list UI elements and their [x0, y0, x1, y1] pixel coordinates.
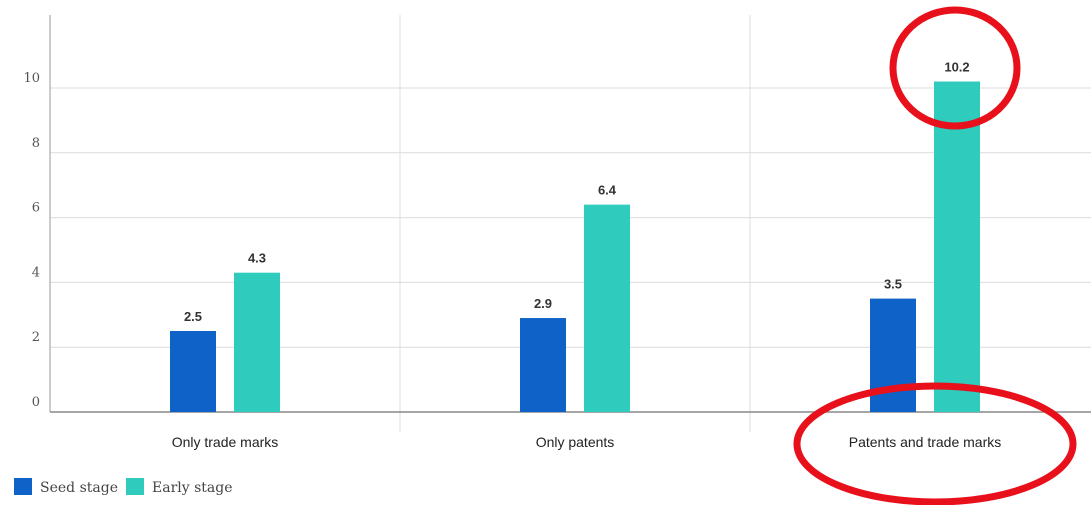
legend: Seed stage Early stage [14, 478, 233, 496]
category-label-2: Only patents [536, 434, 615, 450]
y-tick-0: 0 [32, 395, 40, 410]
y-tick-6: 6 [32, 201, 40, 216]
y-tick-10: 10 [23, 71, 40, 86]
axes [49, 15, 1091, 413]
annotation-circle-1 [889, 6, 1021, 130]
bar-early-stage-2 [584, 204, 630, 412]
bar-early-stage-1 [234, 272, 280, 412]
bars [170, 81, 980, 413]
y-tick-labels: 0 2 4 6 8 10 [23, 71, 40, 410]
annotation-circle-2 [793, 382, 1077, 505]
data-label-early-stage-2: 6.4 [598, 183, 617, 198]
legend-swatch-2 [126, 478, 144, 495]
data-label-early-stage-3: 10.2 [944, 60, 969, 75]
data-labels: 2.5 2.9 3.5 4.3 6.4 10.2 [184, 60, 970, 324]
legend-label-2: Early stage [152, 480, 233, 496]
gridlines [50, 15, 1091, 432]
bar-seed-stage-1 [170, 331, 216, 412]
data-label-early-stage-1: 4.3 [248, 251, 266, 266]
category-labels: Only trade marks Only patents Patents and … [172, 434, 1002, 450]
legend-label-1: Seed stage [40, 480, 118, 496]
annotations [793, 6, 1077, 505]
y-tick-4: 4 [32, 265, 40, 280]
bar-seed-stage-2 [520, 318, 566, 412]
data-label-seed-stage-2: 2.9 [534, 296, 552, 311]
data-label-seed-stage-1: 2.5 [184, 309, 202, 324]
category-label-1: Only trade marks [172, 434, 279, 450]
data-label-seed-stage-3: 3.5 [884, 277, 902, 292]
bar-seed-stage-3 [870, 298, 916, 412]
y-tick-8: 8 [32, 136, 40, 151]
bar-early-stage-3 [934, 81, 980, 413]
category-label-3: Patents and trade marks [849, 434, 1002, 450]
y-tick-2: 2 [32, 330, 40, 345]
legend-swatch-1 [14, 478, 32, 495]
